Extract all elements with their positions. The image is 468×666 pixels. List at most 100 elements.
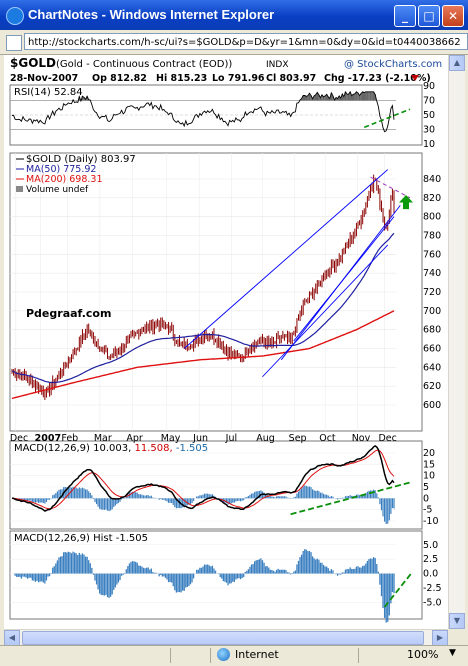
macd-panel (9, 440, 423, 530)
rsi-tick-label: 10 (423, 139, 435, 150)
chart-symbol: $GOLD (10, 56, 56, 70)
hist-plot: 5.0 2.5 0.0 -2.5 -5.0 (10, 540, 442, 623)
price-tick-label: 840 (423, 174, 441, 185)
month-label: Dec (10, 433, 28, 444)
price-tick-label: 660 (423, 344, 441, 355)
price-tick-label: 800 (423, 212, 441, 223)
ma200-line (11, 310, 395, 400)
window-title-bar: ChartNotes - Windows Internet Explorer _… (0, 0, 468, 30)
price-tick-label: 820 (423, 193, 441, 204)
chevron-down-icon: ▼ (449, 648, 456, 658)
legend-volume: Volume undef (26, 185, 89, 195)
price-tick-label: 680 (423, 325, 441, 336)
green-up-arrow-icon (399, 195, 413, 210)
window-title: ChartNotes - Windows Internet Explorer (28, 7, 275, 22)
chart-change: Chg -17.23 (-2.10%) (324, 73, 431, 84)
globe-icon (217, 648, 230, 661)
month-label: Apr (126, 433, 143, 444)
macd-hist-value: -1.505 (176, 443, 208, 454)
month-label: Sep (289, 433, 307, 444)
hist-tick-label: 5.0 (423, 540, 438, 551)
price-plot: 840 820 800 780 760 740 720 700 680 660 640 620 600 (10, 153, 441, 431)
month-label: Aug (256, 433, 275, 444)
macd-tick-label: 20 (423, 448, 435, 459)
macd-tick-label: -10 (423, 516, 439, 527)
address-bar: http://stockcharts.com/h-sc/ui?s=$GOLD&p… (0, 30, 468, 55)
close-button[interactable]: ✕ (442, 5, 464, 27)
month-label: Mar (94, 433, 112, 444)
macd-tick-label: -5 (423, 505, 432, 516)
rsi-tick-label: 90 (423, 81, 435, 92)
macd-green-dashed-trend (290, 481, 411, 516)
legend-volume-swatch (16, 186, 23, 192)
status-segment-1 (170, 648, 211, 663)
annotation-pdegraaf: Pdegraaf.com (26, 307, 111, 320)
horizontal-scrollbar[interactable]: ◀ ▶ (4, 629, 448, 646)
hist-tick-label: -2.5 (423, 583, 442, 594)
rsi-plot: 90 70 50 30 10 (10, 81, 435, 150)
scroll-down-arrow-icon[interactable]: ▼ (449, 613, 465, 629)
macd-tick-label: 10 (423, 471, 435, 482)
maximize-button[interactable]: □ (418, 5, 440, 27)
url-field[interactable]: http://stockcharts.com/h-sc/ui?s=$GOLD&p… (24, 33, 468, 50)
chart-high: Hi 815.23 (156, 73, 207, 84)
trend-line (293, 216, 395, 342)
security-zone: Internet (235, 648, 279, 661)
trend-line (183, 169, 389, 349)
price-tick-label: 720 (423, 287, 441, 298)
status-bar: Internet 100% ▼ (0, 645, 468, 666)
macd-line (11, 444, 395, 512)
month-label: Oct (319, 433, 336, 444)
hist-label: MACD(12,26,9) Hist -1.505 (14, 533, 148, 544)
month-label: Nov (352, 433, 371, 444)
down-arrow-icon (411, 75, 419, 81)
chart-open: Op 812.82 (92, 73, 147, 84)
scroll-left-arrow-icon[interactable]: ◀ (4, 630, 20, 646)
price-tick-label: 620 (423, 381, 441, 392)
price-tick-label: 600 (423, 400, 441, 411)
zoom-control[interactable]: 100% ▼ (358, 648, 467, 663)
page-icon (6, 35, 22, 51)
chart-page: $GOLD (Gold - Continuous Contract (EOD))… (4, 55, 448, 629)
rsi-label: RSI(14) 52.84 (14, 87, 83, 98)
month-label: May (161, 433, 181, 444)
macd-tick-label: 5 (423, 482, 429, 493)
rsi-green-dashed-trend (363, 108, 411, 129)
zoom-level: 100% (407, 648, 439, 661)
minimize-button[interactable]: _ (394, 5, 416, 27)
vertical-scrollbar[interactable]: ▲ ▼ (448, 55, 465, 629)
price-tick-label: 640 (423, 362, 441, 373)
macd-signal-value: 11.508, (135, 443, 173, 454)
trend-line (262, 244, 389, 378)
resistance-dashed-line (370, 176, 411, 199)
scroll-right-arrow-icon[interactable]: ▶ (432, 630, 448, 646)
hist-green-dashed-trend (383, 571, 413, 608)
status-segment-2: Internet (210, 648, 359, 663)
month-label: Dec (378, 433, 396, 444)
price-tick-label: 740 (423, 268, 441, 279)
month-label: Jul (225, 433, 237, 444)
month-label: Jun (192, 433, 208, 444)
rsi-tick-label: 50 (423, 110, 435, 121)
macd-hist-panel (9, 530, 423, 620)
chart-close: Cl 803.97 (266, 73, 316, 84)
scroll-up-arrow-icon[interactable]: ▲ (449, 55, 465, 71)
macd-signal-line (12, 449, 395, 510)
price-tick-label: 760 (423, 249, 441, 260)
macd-tick-label: 0 (423, 493, 429, 504)
chart-date: 28-Nov-2007 (10, 73, 78, 84)
chart-low: Lo 791.96 (212, 73, 265, 84)
ma50-line (11, 232, 395, 384)
price-tick-label: 700 (423, 306, 441, 317)
legend-ma50: MA(50) 775.92 (26, 164, 96, 175)
chart-exchange: INDX (266, 60, 288, 70)
macd-tick-label: 15 (423, 459, 435, 470)
stockcharts-copyright: @ StockCharts.com (344, 59, 442, 70)
horizontal-scroll-thumb[interactable] (22, 631, 424, 645)
hist-tick-label: 2.5 (423, 554, 438, 565)
hist-tick-label: -5.0 (423, 597, 442, 608)
legend-main: $GOLD (Daily) 803.97 (26, 154, 136, 165)
rsi-line (11, 90, 395, 133)
legend-ma200: MA(200) 698.31 (26, 174, 103, 185)
